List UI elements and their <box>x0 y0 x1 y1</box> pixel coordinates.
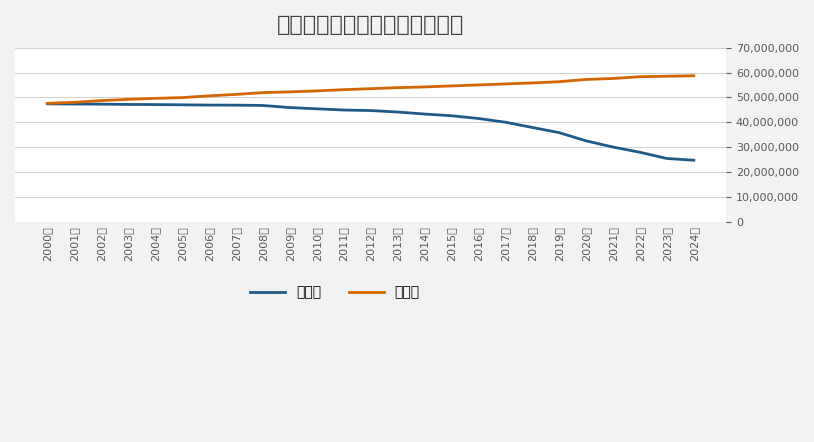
世帯数 <box>96 98 106 103</box>
一般紙 <box>501 119 510 125</box>
世帯数 <box>689 73 698 78</box>
世帯数 <box>231 92 241 97</box>
世帯数 <box>608 76 618 81</box>
一般紙 <box>123 102 133 107</box>
世帯数 <box>635 74 645 80</box>
一般紙 <box>339 107 348 113</box>
世帯数 <box>447 83 457 88</box>
世帯数 <box>339 87 348 92</box>
一般紙 <box>689 158 698 163</box>
一般紙 <box>312 106 322 111</box>
Title: 新聞の発行部数と世帯数の推移: 新聞の発行部数と世帯数の推移 <box>277 15 464 35</box>
世帯数 <box>419 84 429 90</box>
一般紙 <box>662 156 672 161</box>
一般紙 <box>177 102 187 107</box>
一般紙 <box>474 116 484 121</box>
世帯数 <box>285 89 295 95</box>
Line: 一般紙: 一般紙 <box>47 104 694 160</box>
世帯数 <box>501 81 510 87</box>
一般紙 <box>635 150 645 155</box>
Line: 世帯数: 世帯数 <box>47 76 694 103</box>
世帯数 <box>474 82 484 88</box>
一般紙 <box>608 145 618 150</box>
世帯数 <box>581 77 591 82</box>
一般紙 <box>204 103 214 108</box>
一般紙 <box>42 101 52 107</box>
Legend: 一般紙, 世帯数: 一般紙, 世帯数 <box>245 280 426 305</box>
一般紙 <box>151 102 160 107</box>
世帯数 <box>392 85 402 90</box>
一般紙 <box>581 138 591 144</box>
一般紙 <box>96 102 106 107</box>
世帯数 <box>151 96 160 101</box>
一般紙 <box>258 103 268 108</box>
世帯数 <box>177 95 187 100</box>
一般紙 <box>447 113 457 118</box>
世帯数 <box>554 79 564 84</box>
世帯数 <box>69 100 79 105</box>
一般紙 <box>392 109 402 114</box>
世帯数 <box>204 93 214 99</box>
一般紙 <box>231 103 241 108</box>
一般紙 <box>554 130 564 135</box>
世帯数 <box>123 97 133 102</box>
一般紙 <box>285 105 295 110</box>
一般紙 <box>527 125 537 130</box>
一般紙 <box>69 101 79 107</box>
世帯数 <box>365 86 375 91</box>
世帯数 <box>42 101 52 106</box>
世帯数 <box>312 88 322 94</box>
世帯数 <box>527 80 537 86</box>
世帯数 <box>662 73 672 79</box>
一般紙 <box>365 108 375 113</box>
世帯数 <box>258 90 268 95</box>
一般紙 <box>419 111 429 117</box>
